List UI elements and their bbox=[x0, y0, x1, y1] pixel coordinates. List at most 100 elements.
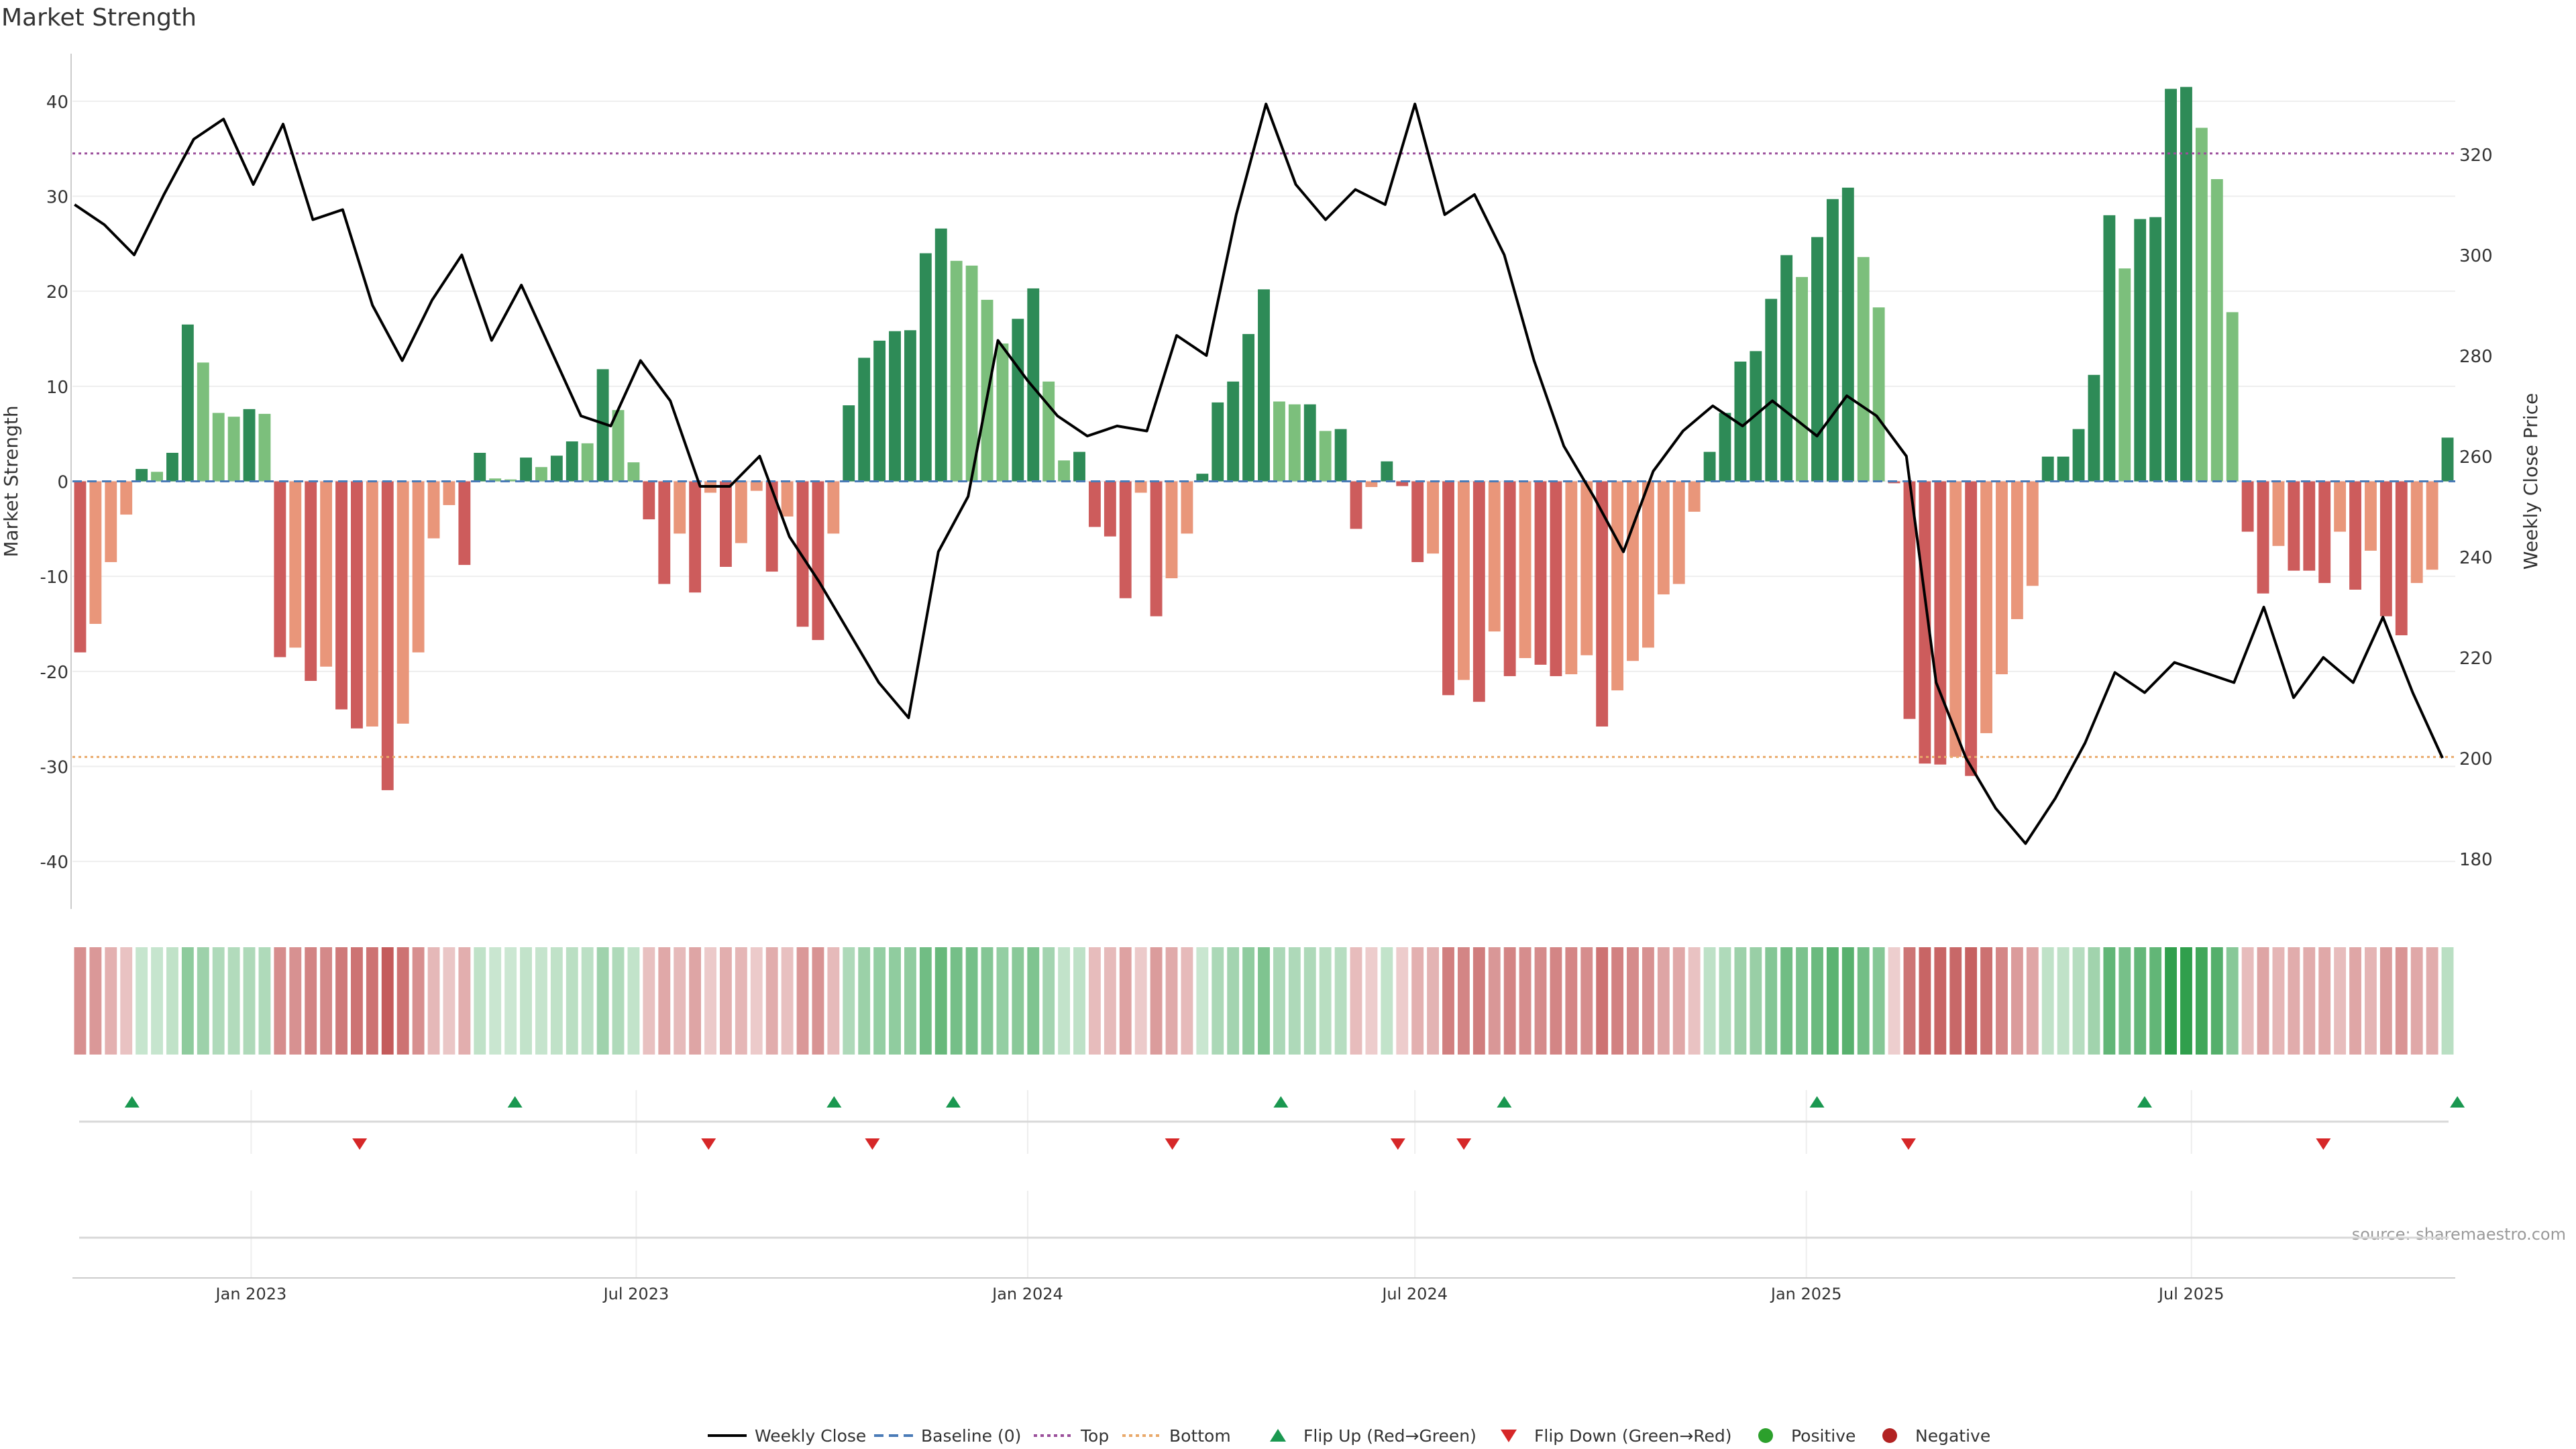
strength-bar bbox=[1457, 481, 1470, 680]
heatmap-cell bbox=[1134, 947, 1147, 1055]
strength-bar bbox=[1657, 481, 1670, 595]
x-tick-label: Jul 2025 bbox=[2157, 1285, 2224, 1303]
flip-down-marker bbox=[352, 1138, 368, 1150]
strength-bar bbox=[1980, 481, 1992, 733]
strength-bar bbox=[2103, 215, 2116, 482]
heatmap-cell bbox=[1796, 947, 1809, 1055]
heatmap-cell bbox=[2365, 947, 2377, 1055]
strength-bar bbox=[735, 481, 747, 543]
heatmap-cell bbox=[843, 947, 855, 1055]
strength-bar bbox=[1134, 481, 1147, 493]
strength-bar bbox=[1303, 404, 1316, 482]
right-tick-label: 300 bbox=[2459, 246, 2493, 266]
strength-bar bbox=[2241, 481, 2254, 532]
strength-bar bbox=[596, 369, 609, 482]
heatmap-cell bbox=[1273, 947, 1285, 1055]
heatmap-cell bbox=[1627, 947, 1639, 1055]
strength-bar bbox=[1503, 481, 1516, 676]
heatmap-cell bbox=[1780, 947, 1793, 1055]
strength-bar bbox=[2041, 456, 2054, 482]
heatmap-cell bbox=[443, 947, 455, 1055]
heatmap-cell bbox=[643, 947, 655, 1055]
strength-bar bbox=[2165, 89, 2177, 482]
heatmap-cell bbox=[2041, 947, 2054, 1055]
legend-swatch bbox=[1758, 1428, 1773, 1443]
heatmap-cell bbox=[1919, 947, 1931, 1055]
strength-bar bbox=[2365, 481, 2377, 551]
strength-bar bbox=[2349, 481, 2361, 590]
strength-bar bbox=[1104, 481, 1116, 537]
strength-bar bbox=[765, 481, 778, 572]
strength-bar bbox=[1396, 481, 1409, 486]
right-tick-label: 200 bbox=[2459, 749, 2493, 769]
legend-swatch bbox=[1270, 1429, 1286, 1442]
heatmap-cell bbox=[1949, 947, 1962, 1055]
heatmap-cell bbox=[2257, 947, 2269, 1055]
flip-down-marker bbox=[1390, 1138, 1405, 1150]
strength-bar bbox=[1181, 481, 1193, 534]
strength-bar bbox=[1319, 431, 1332, 482]
strength-bar bbox=[2395, 481, 2408, 635]
heatmap-cell bbox=[2288, 947, 2300, 1055]
heatmap-cell bbox=[274, 947, 286, 1055]
heatmap-cell bbox=[566, 947, 578, 1055]
strength-bar bbox=[1550, 481, 1562, 676]
heatmap-cell bbox=[120, 947, 133, 1055]
strength-bar bbox=[1734, 362, 1747, 482]
strength-bar bbox=[2334, 481, 2347, 532]
strength-bar bbox=[443, 481, 455, 505]
left-tick-label: 30 bbox=[46, 188, 68, 208]
heatmap-cell bbox=[612, 947, 625, 1055]
heatmap-cell bbox=[1242, 947, 1255, 1055]
strength-bar bbox=[1780, 255, 1793, 482]
strength-bar bbox=[1611, 481, 1624, 691]
legend-swatch bbox=[1882, 1428, 1897, 1443]
left-axis-title: Market Strength bbox=[0, 405, 22, 557]
strength-bar bbox=[1857, 257, 1870, 482]
heatmap-cell bbox=[1750, 947, 1762, 1055]
strength-bar bbox=[550, 455, 563, 482]
left-tick-label: 10 bbox=[46, 378, 68, 398]
strength-bar bbox=[781, 481, 794, 517]
heatmap-cell bbox=[981, 947, 994, 1055]
strength-bar bbox=[151, 472, 163, 482]
heatmap-cell bbox=[1980, 947, 1992, 1055]
flip-up-marker bbox=[2137, 1096, 2152, 1108]
heatmap-cell bbox=[2272, 947, 2285, 1055]
heatmap-cell bbox=[335, 947, 347, 1055]
flip-down-marker bbox=[1165, 1138, 1180, 1150]
heatmap-cell bbox=[1596, 947, 1609, 1055]
source-label: source: sharemaestro.com bbox=[2352, 1225, 2566, 1244]
heatmap-cell bbox=[1872, 947, 1885, 1055]
heatmap-cell bbox=[105, 947, 117, 1055]
heatmap-cell bbox=[1550, 947, 1562, 1055]
strength-bar bbox=[1826, 199, 1839, 482]
heatmap-cell bbox=[1381, 947, 1393, 1055]
strength-bar bbox=[535, 467, 547, 482]
flip-up-marker bbox=[945, 1096, 961, 1108]
heatmap-cell bbox=[1811, 947, 1823, 1055]
strength-bar bbox=[1719, 413, 1731, 482]
strength-bar bbox=[1073, 451, 1085, 482]
strength-bar bbox=[1365, 481, 1378, 487]
strength-bar bbox=[2010, 481, 2023, 619]
heatmap-cell bbox=[919, 947, 932, 1055]
heatmap-cell bbox=[2057, 947, 2070, 1055]
strength-bar bbox=[2088, 374, 2100, 482]
heatmap-cell bbox=[351, 947, 363, 1055]
heatmap-cell bbox=[1350, 947, 1362, 1055]
heatmap-cell bbox=[2195, 947, 2208, 1055]
strength-bar bbox=[2410, 481, 2423, 584]
heatmap-cell bbox=[136, 947, 148, 1055]
heatmap-cell bbox=[1104, 947, 1116, 1055]
heatmap-cell bbox=[1642, 947, 1654, 1055]
heatmap-cell bbox=[812, 947, 824, 1055]
heatmap-cell bbox=[1334, 947, 1347, 1055]
heatmap-cell bbox=[965, 947, 978, 1055]
heatmap-cell bbox=[1580, 947, 1593, 1055]
flip-markers bbox=[79, 1096, 2465, 1150]
strength-bar bbox=[2057, 456, 2070, 482]
strength-bar bbox=[366, 481, 378, 727]
